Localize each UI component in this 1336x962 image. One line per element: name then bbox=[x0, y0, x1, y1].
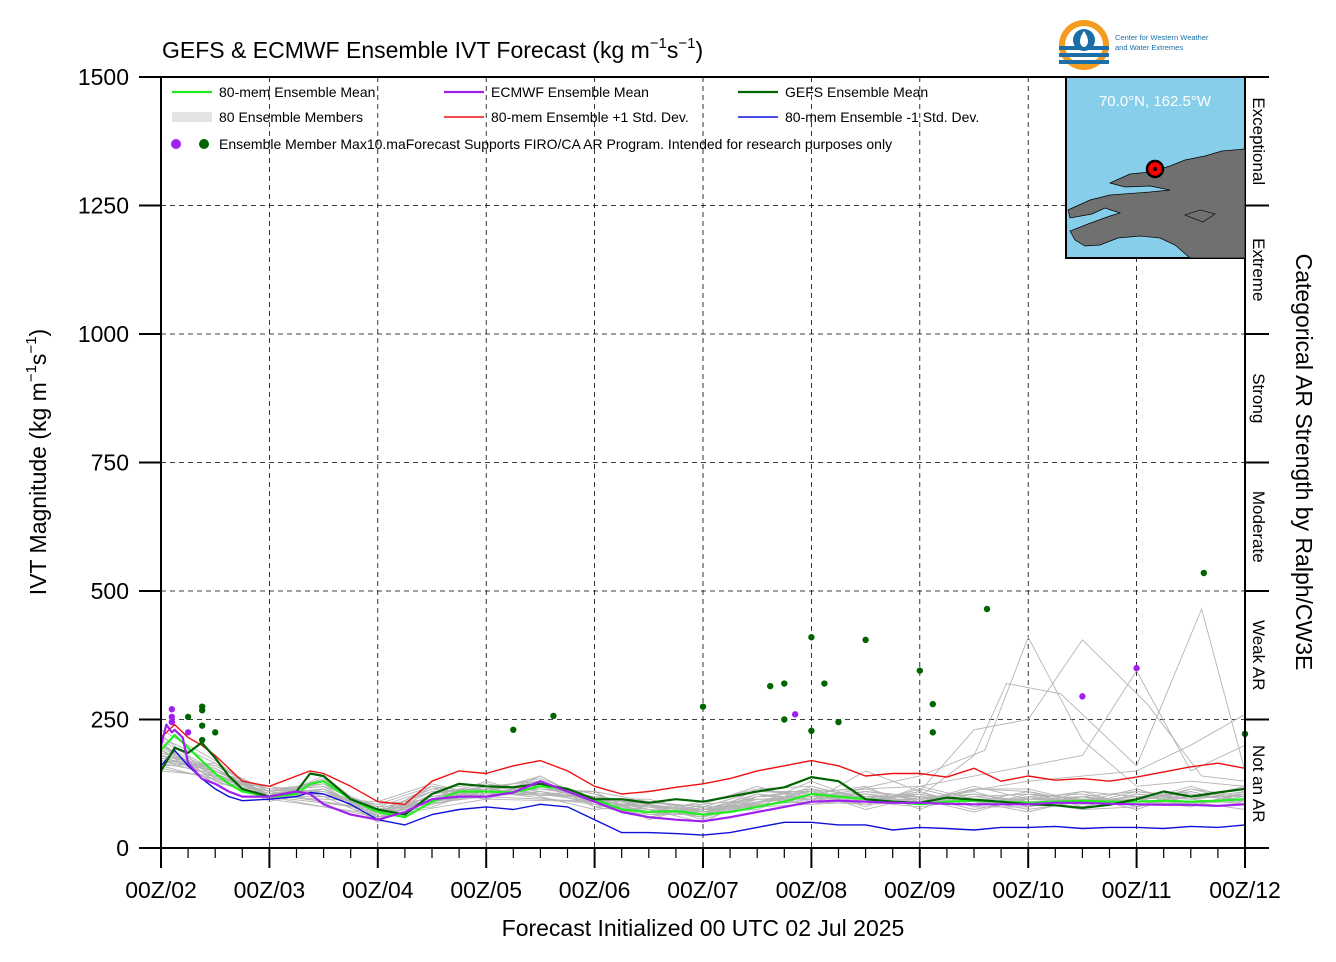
max-point-gefs bbox=[510, 726, 517, 733]
cw3e-logo: Center for Western Weather and Water Ext… bbox=[1059, 20, 1209, 70]
ensemble-member-line bbox=[161, 669, 1245, 813]
y-tick-label: 1500 bbox=[78, 64, 129, 90]
chart-title: GEFS & ECMWF Ensemble IVT Forecast (kg m… bbox=[162, 35, 703, 63]
max-point-gefs bbox=[808, 634, 815, 641]
x-tick-label: 00Z/05 bbox=[450, 877, 522, 903]
y-tick-label: 1000 bbox=[78, 321, 129, 347]
legend-label-members: 80 Ensemble Members bbox=[219, 109, 363, 125]
title-exp1: −1 bbox=[650, 35, 667, 52]
y-tick-label: 500 bbox=[91, 578, 129, 604]
ensemble-member-line bbox=[161, 607, 1245, 813]
max-point-gefs bbox=[212, 729, 219, 736]
x-tick-label: 00Z/06 bbox=[559, 877, 631, 903]
x-tick-label: 00Z/04 bbox=[342, 877, 414, 903]
max-point-gefs bbox=[916, 667, 923, 674]
max-point-gefs bbox=[781, 716, 788, 723]
logo-org-line2: and Water Extremes bbox=[1115, 43, 1183, 52]
max-point-gefs bbox=[929, 700, 937, 708]
legend-label-max: Ensemble Member Max10.maForecast Support… bbox=[219, 136, 892, 152]
max-point-gefs bbox=[198, 722, 206, 729]
max-point-gefs bbox=[821, 680, 828, 687]
ensemble-member-line bbox=[161, 639, 1245, 816]
x-tick-label: 00Z/03 bbox=[234, 877, 306, 903]
ensemble-member-line bbox=[161, 767, 1245, 818]
max-point-gefs bbox=[767, 682, 774, 690]
max-point-ecmwf bbox=[1079, 693, 1086, 700]
max-point-gefs bbox=[198, 707, 206, 714]
ensemble-member-line bbox=[161, 713, 1245, 818]
max-point-gefs bbox=[550, 712, 557, 720]
max-point-gefs bbox=[1200, 569, 1208, 577]
legend: 80-mem Ensemble Mean ECMWF Ensemble Mean… bbox=[171, 84, 979, 152]
legend-label-minus-sd: 80-mem Ensemble -1 Std. Dev. bbox=[785, 109, 979, 125]
x-tick-label: 00Z/11 bbox=[1102, 877, 1172, 903]
legend-swatch-members bbox=[172, 112, 212, 122]
max-point-ecmwf bbox=[168, 706, 176, 713]
max-point-gefs bbox=[184, 713, 192, 721]
x-tick-label: 00Z/09 bbox=[884, 877, 956, 903]
x-tick-label: 00Z/02 bbox=[125, 877, 197, 903]
title-exp2: −1 bbox=[678, 35, 695, 52]
max-point-ecmwf bbox=[1133, 664, 1140, 672]
series-line-80-mem-ensemble-1-std-dev- bbox=[161, 723, 1245, 805]
category-label: Extreme bbox=[1249, 238, 1268, 301]
y-tick-label: 250 bbox=[91, 707, 129, 733]
y-tick-label: 1250 bbox=[78, 193, 129, 219]
title-end: ) bbox=[696, 37, 704, 63]
legend-label-ecmwf-mean: ECMWF Ensemble Mean bbox=[491, 84, 649, 100]
logo-org-line1: Center for Western Weather bbox=[1115, 33, 1209, 42]
legend-label-ens-mean: 80-mem Ensemble Mean bbox=[219, 84, 375, 100]
location-inset-map: 70.0°N, 162.5°W bbox=[1065, 76, 1246, 259]
category-label: Not an AR bbox=[1249, 745, 1268, 823]
max-point-gefs bbox=[983, 605, 991, 613]
max-point-ecmwf bbox=[168, 718, 176, 726]
x-tick-label: 00Z/08 bbox=[776, 877, 848, 903]
max-point-gefs bbox=[198, 736, 206, 744]
legend-dot-ecmwf-max bbox=[171, 139, 181, 149]
y-tick-label: 750 bbox=[91, 450, 129, 476]
legend-dot-gefs-max bbox=[199, 139, 209, 149]
max-point-gefs bbox=[929, 729, 937, 736]
x-axis-label: Forecast Initialized 00 UTC 02 Jul 2025 bbox=[502, 915, 905, 941]
max-point-ecmwf bbox=[791, 711, 799, 718]
category-label: Strong bbox=[1249, 373, 1268, 423]
right-axis-label: Categorical AR Strength by Ralph/CW3E bbox=[1291, 254, 1317, 671]
category-label: Weak AR bbox=[1249, 620, 1268, 691]
series-line-ecmwf-ensemble-mean bbox=[161, 723, 1245, 823]
title-mid: s bbox=[667, 37, 679, 63]
x-tick-label: 00Z/12 bbox=[1209, 877, 1281, 903]
inset-coord-label: 70.0°N, 162.5°W bbox=[1099, 93, 1212, 110]
max-point-gefs bbox=[699, 703, 707, 710]
max-point-gefs bbox=[808, 727, 815, 735]
y-axis-label: IVT Magnitude (kg m−1s−1) bbox=[23, 329, 51, 595]
max-point-ecmwf bbox=[184, 729, 192, 736]
category-label: Moderate bbox=[1249, 491, 1268, 563]
category-label: Exceptional bbox=[1249, 97, 1268, 185]
max-point-ecmwf bbox=[168, 713, 176, 721]
legend-label-gefs-mean: GEFS Ensemble Mean bbox=[785, 84, 928, 100]
legend-label-plus-sd: 80-mem Ensemble +1 Std. Dev. bbox=[491, 109, 689, 125]
title-main: GEFS & ECMWF Ensemble IVT Forecast (kg m bbox=[162, 37, 650, 63]
max-point-gefs bbox=[781, 680, 788, 687]
x-tick-label: 00Z/10 bbox=[992, 877, 1064, 903]
land-mass bbox=[1067, 148, 1246, 259]
series-line-80-mem-ensemble-1-std-dev- bbox=[161, 749, 1245, 836]
y-tick-label: 0 bbox=[116, 835, 129, 861]
max-point-gefs bbox=[862, 636, 869, 644]
x-tick-label: 00Z/07 bbox=[667, 877, 739, 903]
max-point-gefs bbox=[835, 718, 842, 726]
